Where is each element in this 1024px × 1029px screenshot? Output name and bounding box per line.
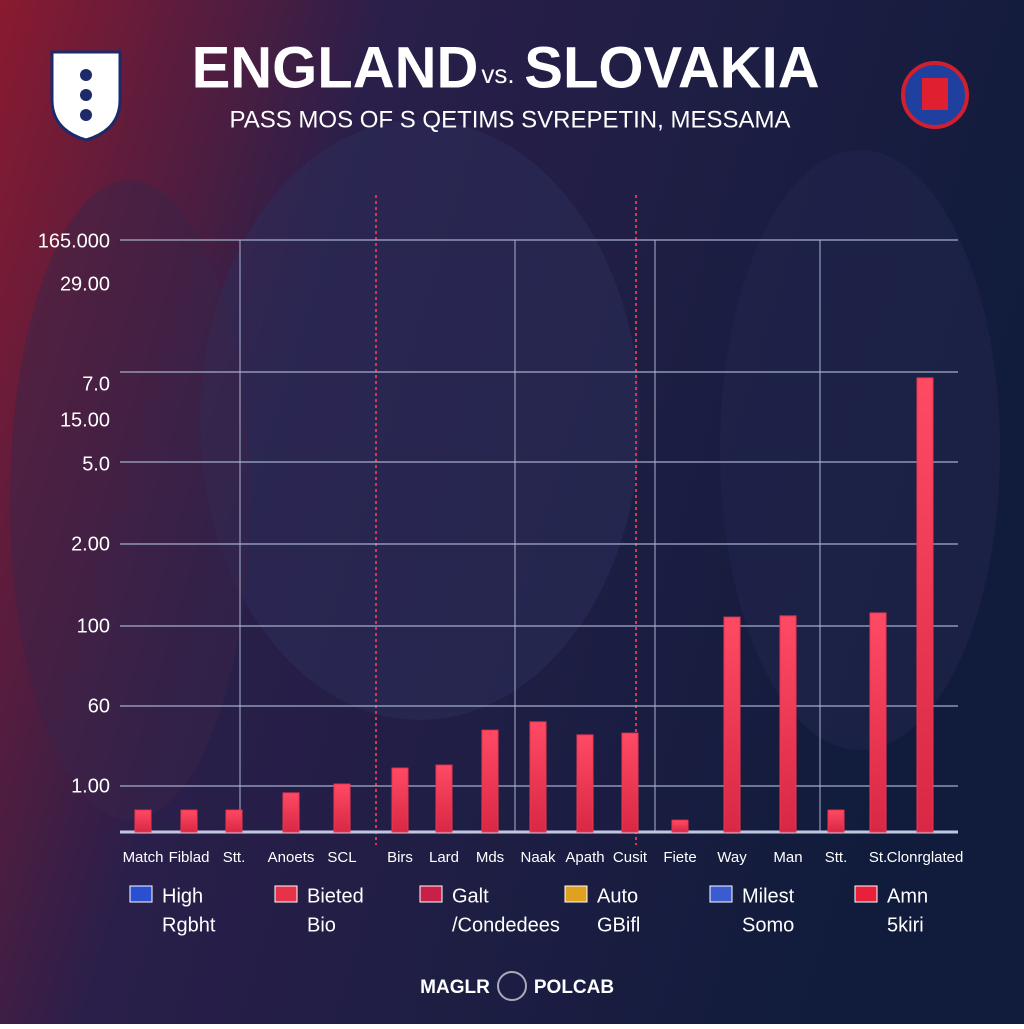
bar	[529, 721, 547, 833]
bar	[180, 809, 198, 833]
legend-label: Galt	[452, 885, 489, 907]
y-tick-label: 7.0	[82, 373, 110, 395]
legend-label: Amn	[887, 885, 928, 907]
footer-right: POLCAB	[534, 977, 614, 998]
bar	[134, 809, 152, 833]
legend-label: Milest	[742, 885, 795, 907]
y-tick-label: 60	[88, 695, 110, 717]
x-tick-label: SCL	[327, 849, 356, 866]
x-tick-label: Clonrglated	[887, 849, 964, 866]
england-crest	[50, 50, 122, 142]
bar	[435, 764, 453, 833]
legend-swatch	[274, 885, 298, 903]
footer-logo	[497, 971, 527, 1001]
y-tick-label: 100	[77, 615, 110, 637]
x-tick-label: Birs	[387, 849, 413, 866]
y-tick-label: 29.00	[60, 273, 110, 295]
player-silhouette	[10, 180, 250, 820]
legend-label: /Condedees	[452, 914, 560, 936]
legend-label: High	[162, 885, 203, 907]
title-right: SLOVAKIA	[524, 35, 819, 100]
bar	[225, 809, 243, 833]
slovakia-crest	[901, 61, 969, 129]
x-tick-label: Match	[123, 849, 164, 866]
bar	[391, 767, 409, 833]
legend-swatch	[854, 885, 878, 903]
x-tick-label: Anoets	[268, 849, 315, 866]
legend-swatch	[564, 885, 588, 903]
legend-swatch	[129, 885, 153, 903]
x-tick-label: Cusit	[613, 849, 648, 866]
x-tick-label: Lard	[429, 849, 459, 866]
subtitle: PASS MOS OF S QETIMS SVREPETIN, MESSAMA	[230, 106, 791, 133]
x-tick-label: Fiblad	[169, 849, 210, 866]
legend-label: Bieted	[307, 885, 364, 907]
legend-swatch	[709, 885, 733, 903]
y-tick-label: 15.00	[60, 409, 110, 431]
bar	[671, 819, 689, 833]
x-tick-label: Stt.	[223, 849, 246, 866]
legend-label: Rgbht	[162, 914, 216, 936]
x-tick-label: Apath	[565, 849, 604, 866]
legend-swatch	[419, 885, 443, 903]
bar	[481, 729, 499, 833]
title-left: ENGLAND	[192, 35, 479, 100]
player-silhouette	[200, 120, 640, 720]
legend-label: Auto	[597, 885, 638, 907]
bar	[576, 734, 594, 833]
footer-left: MAGLR	[420, 977, 490, 998]
y-tick-label: 2.00	[71, 533, 110, 555]
bar	[916, 377, 934, 833]
bar	[282, 792, 300, 833]
x-tick-label: Mds	[476, 849, 504, 866]
legend-label: Bio	[307, 914, 336, 936]
bar	[869, 612, 887, 833]
x-tick-label: Fiete	[663, 849, 696, 866]
y-tick-label: 1.00	[71, 775, 110, 797]
legend-label: GBifl	[597, 914, 640, 936]
x-tick-label: St.	[869, 849, 887, 866]
x-tick-label: Naak	[520, 849, 556, 866]
bar	[827, 809, 845, 833]
bar	[779, 615, 797, 833]
x-tick-label: Stt.	[825, 849, 848, 866]
x-tick-label: Way	[717, 849, 747, 866]
x-tick-label: Man	[773, 849, 802, 866]
bar	[621, 732, 639, 833]
title-mid: vs.	[481, 59, 514, 89]
legend-label: Somo	[742, 914, 794, 936]
y-tick-label: 165.000	[38, 230, 110, 252]
legend-label: 5kiri	[887, 914, 924, 936]
bar	[333, 783, 351, 833]
bar	[723, 616, 741, 833]
y-tick-label: 5.0	[82, 453, 110, 475]
